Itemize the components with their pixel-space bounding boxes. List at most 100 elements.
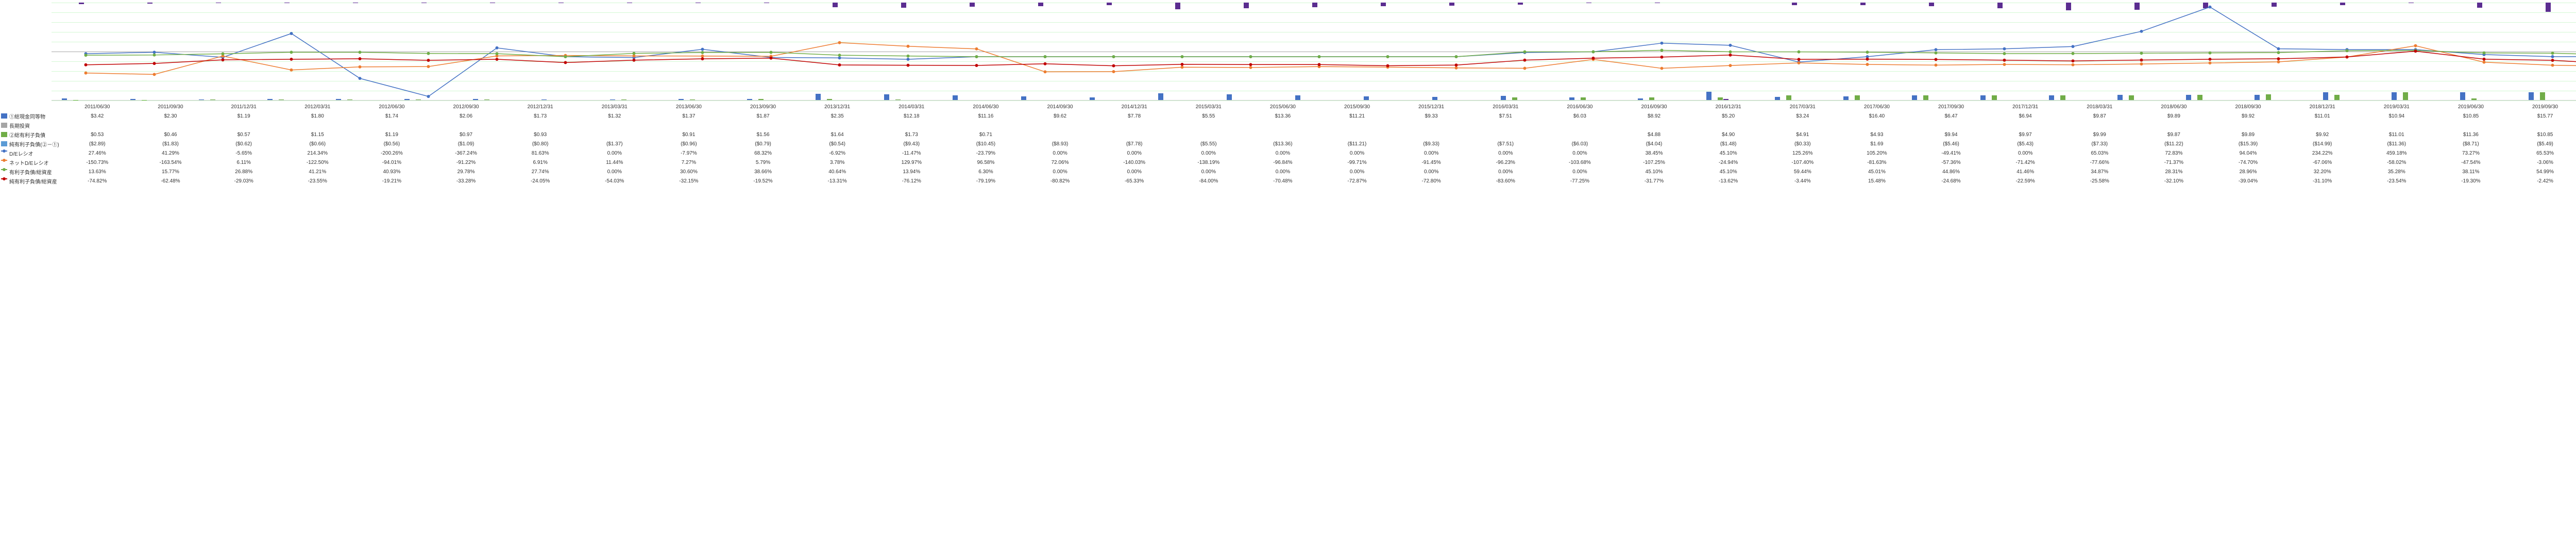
cell: -33.28% bbox=[429, 176, 503, 186]
row-header: 純有利子負債(②－①) bbox=[0, 139, 61, 148]
cell bbox=[1468, 130, 1543, 139]
cell: 45.01% bbox=[1840, 167, 1914, 176]
cell bbox=[2211, 121, 2285, 130]
cell: -24.05% bbox=[503, 176, 578, 186]
cell: -83.60% bbox=[1468, 176, 1543, 186]
cell: ($0.79) bbox=[726, 139, 800, 148]
cell: -23.54% bbox=[2360, 176, 2434, 186]
cell bbox=[1914, 121, 1988, 130]
cell: 6.11% bbox=[207, 158, 280, 167]
cell: 35.28% bbox=[2360, 167, 2434, 176]
cell: $13.36 bbox=[1246, 111, 1320, 121]
cell: -81.63% bbox=[1840, 158, 1914, 167]
cell: $15.77 bbox=[2508, 111, 2576, 121]
cell bbox=[1172, 121, 1246, 130]
cell: 41.21% bbox=[280, 167, 354, 176]
period-header: 2019/09/30 bbox=[2508, 102, 2576, 111]
cell: $0.71 bbox=[948, 130, 1023, 139]
cell: -49.41% bbox=[1914, 148, 1988, 158]
cell: -32.15% bbox=[652, 176, 726, 186]
cell: 129.97% bbox=[874, 158, 948, 167]
cell: ($15.39) bbox=[2211, 139, 2285, 148]
cell: -94.01% bbox=[354, 158, 429, 167]
cell: 26.88% bbox=[207, 167, 280, 176]
cell: $0.53 bbox=[61, 130, 134, 139]
cell: $2.06 bbox=[429, 111, 503, 121]
cell: -107.25% bbox=[1617, 158, 1691, 167]
cell: -31.10% bbox=[2285, 176, 2360, 186]
cell: $11.01 bbox=[2360, 130, 2434, 139]
cell: 41.46% bbox=[1988, 167, 2062, 176]
cell bbox=[1023, 121, 1097, 130]
cell bbox=[207, 121, 280, 130]
cell: $3.24 bbox=[1766, 111, 1840, 121]
cell: 68.32% bbox=[726, 148, 800, 158]
row-header: 有利子負債/総資産 bbox=[0, 167, 61, 176]
cell: -107.40% bbox=[1766, 158, 1840, 167]
cell: -29.03% bbox=[207, 176, 280, 186]
period-header: 2011/09/30 bbox=[134, 102, 207, 111]
cell bbox=[429, 121, 503, 130]
cell: 29.78% bbox=[429, 167, 503, 176]
period-header: 2012/09/30 bbox=[429, 102, 503, 111]
cell: -13.62% bbox=[1691, 176, 1766, 186]
cell: 6.91% bbox=[503, 158, 578, 167]
cell: 38.45% bbox=[1617, 148, 1691, 158]
cell: -96.84% bbox=[1246, 158, 1320, 167]
cell: -3.06% bbox=[2508, 158, 2576, 167]
cell: ($14.99) bbox=[2285, 139, 2360, 148]
cell: 54.99% bbox=[2508, 167, 2576, 176]
cell bbox=[1988, 121, 2062, 130]
cell: $8.92 bbox=[1617, 111, 1691, 121]
cell: 0.00% bbox=[1543, 148, 1617, 158]
cell: 45.10% bbox=[1691, 167, 1766, 176]
data-table: 2011/06/302011/09/302011/12/312012/03/31… bbox=[0, 102, 2576, 186]
cell: $1.15 bbox=[280, 130, 354, 139]
cell: -367.24% bbox=[429, 148, 503, 158]
cell bbox=[1097, 121, 1172, 130]
row-header: ①総現金同等物 bbox=[0, 111, 61, 121]
cell bbox=[61, 121, 134, 130]
period-header: 2016/09/30 bbox=[1617, 102, 1691, 111]
cell: $11.01 bbox=[2285, 111, 2360, 121]
cell bbox=[2360, 121, 2434, 130]
cell: 0.00% bbox=[1246, 167, 1320, 176]
cell: -77.25% bbox=[1543, 176, 1617, 186]
cell bbox=[1617, 121, 1691, 130]
cell: $10.85 bbox=[2508, 130, 2576, 139]
cell: $7.78 bbox=[1097, 111, 1172, 121]
cell bbox=[1766, 121, 1840, 130]
cell: ($1.37) bbox=[578, 139, 652, 148]
cell: -32.10% bbox=[2137, 176, 2211, 186]
cell: $9.62 bbox=[1023, 111, 1097, 121]
cell: -70.48% bbox=[1246, 176, 1320, 186]
cell: 214.34% bbox=[280, 148, 354, 158]
cell: $12.18 bbox=[874, 111, 948, 121]
cell bbox=[2434, 121, 2508, 130]
cell: $10.85 bbox=[2434, 111, 2508, 121]
cell: $2.35 bbox=[800, 111, 874, 121]
cell: 7.27% bbox=[652, 158, 726, 167]
cell: -25.58% bbox=[2062, 176, 2137, 186]
cell: $1.80 bbox=[280, 111, 354, 121]
cell bbox=[948, 121, 1023, 130]
cell: 0.00% bbox=[1172, 167, 1246, 176]
cell: -54.03% bbox=[578, 176, 652, 186]
cell: 96.58% bbox=[948, 158, 1023, 167]
cell bbox=[2508, 121, 2576, 130]
cell: $9.92 bbox=[2285, 130, 2360, 139]
cell: $11.36 bbox=[2434, 130, 2508, 139]
period-header: 2014/06/30 bbox=[948, 102, 1023, 111]
cell: 28.96% bbox=[2211, 167, 2285, 176]
cell: -200.26% bbox=[354, 148, 429, 158]
cell: 3.78% bbox=[800, 158, 874, 167]
cell bbox=[1172, 130, 1246, 139]
cell: 0.00% bbox=[578, 167, 652, 176]
period-header: 2013/12/31 bbox=[800, 102, 874, 111]
cell: -7.97% bbox=[652, 148, 726, 158]
cell: 0.00% bbox=[1468, 167, 1543, 176]
period-header: 2018/12/31 bbox=[2285, 102, 2360, 111]
cell bbox=[874, 121, 948, 130]
cell bbox=[1320, 130, 1394, 139]
period-header: 2018/09/30 bbox=[2211, 102, 2285, 111]
